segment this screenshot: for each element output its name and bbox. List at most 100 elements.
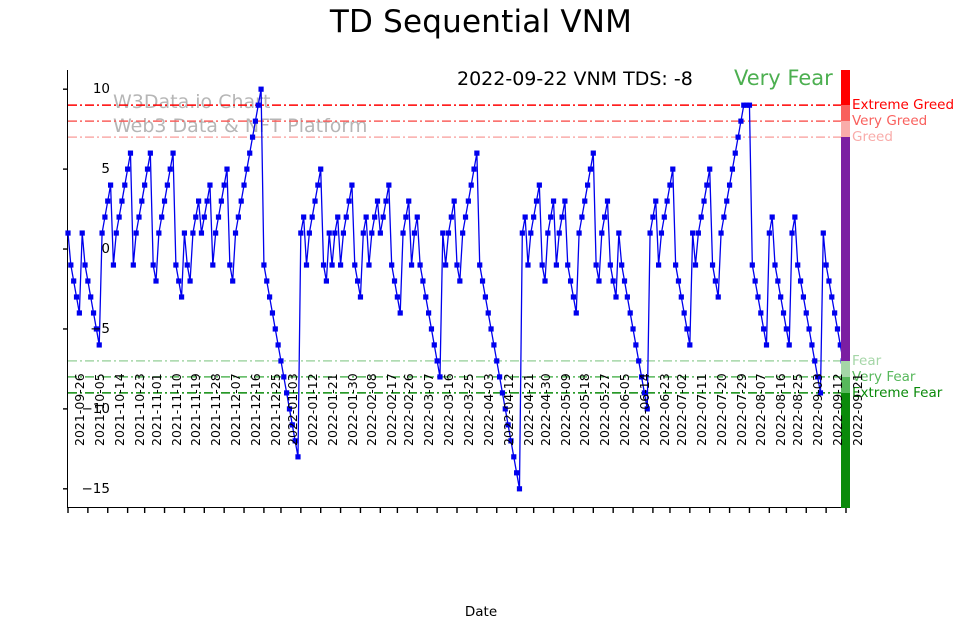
data-point: [477, 262, 483, 268]
data-point: [604, 198, 611, 204]
data-point: [374, 198, 381, 204]
data-point: [516, 486, 523, 492]
data-point: [681, 310, 687, 316]
data-point: [193, 214, 199, 220]
data-point: [383, 198, 389, 204]
data-point: [815, 374, 821, 380]
x-tick-label: 2022-04-12: [500, 373, 516, 446]
data-point: [403, 214, 409, 220]
y-tick-label: −5: [90, 320, 110, 337]
data-point: [88, 294, 94, 300]
data-point: [786, 342, 792, 348]
data-point: [621, 278, 628, 284]
data-point: [443, 262, 449, 268]
data-point: [255, 102, 261, 108]
data-point: [119, 198, 125, 204]
data-point: [585, 182, 591, 188]
data-point: [181, 230, 188, 236]
data-point: [397, 310, 403, 316]
data-point: [159, 214, 165, 220]
data-point: [778, 294, 784, 300]
data-point: [235, 214, 241, 220]
data-point: [252, 118, 258, 124]
data-point: [213, 230, 219, 236]
data-point: [372, 214, 378, 220]
data-point: [377, 230, 383, 236]
data-point: [511, 454, 517, 460]
data-point: [593, 262, 599, 268]
data-point: [775, 278, 781, 284]
data-point: [721, 214, 727, 220]
data-point: [303, 262, 310, 268]
data-point: [318, 166, 324, 172]
data-point: [533, 198, 540, 204]
data-point: [641, 390, 647, 396]
data-point: [817, 390, 824, 396]
data-point: [494, 358, 500, 364]
data-point: [352, 262, 358, 268]
data-point: [417, 262, 423, 268]
data-point: [261, 262, 267, 268]
data-point: [161, 198, 168, 204]
data-point: [224, 166, 230, 172]
y-tick-label: 10: [92, 81, 110, 98]
data-point: [207, 182, 213, 188]
data-point: [176, 278, 182, 284]
x-tick-label: 2021-12-25: [267, 373, 283, 446]
data-point: [272, 326, 278, 332]
x-tick-label: 2022-01-21: [324, 373, 340, 446]
x-tick-label: 2022-09-03: [810, 373, 826, 446]
data-point: [423, 294, 429, 300]
x-tick-label: 2022-05-09: [557, 373, 573, 446]
x-tick-label: 2022-04-30: [537, 373, 553, 446]
data-point: [792, 214, 798, 220]
data-point: [284, 390, 290, 396]
data-point: [630, 326, 636, 332]
data-point: [448, 214, 454, 220]
data-point: [79, 230, 85, 236]
x-tick-label: 2022-06-23: [656, 373, 672, 446]
data-point: [93, 326, 99, 332]
data-point: [766, 230, 772, 236]
data-point: [550, 198, 557, 204]
data-point: [295, 454, 301, 460]
data-point: [684, 326, 690, 332]
data-point: [113, 230, 119, 236]
data-point: [579, 214, 585, 220]
colorbar-segment: [841, 137, 850, 361]
data-point: [744, 102, 750, 108]
data-point: [82, 262, 88, 268]
colorbar-segment: [841, 376, 850, 393]
data-point: [332, 230, 338, 236]
x-tick-label: 2022-06-05: [617, 373, 633, 446]
data-point: [366, 262, 372, 268]
data-point: [227, 262, 233, 268]
data-point: [806, 326, 812, 332]
data-point: [457, 278, 463, 284]
zone-label: Fear: [852, 352, 882, 369]
data-point: [482, 294, 488, 300]
data-point: [553, 262, 559, 268]
x-tick-label: 2022-02-17: [384, 373, 400, 446]
y-tick-label: −15: [81, 480, 111, 497]
data-point: [309, 214, 315, 220]
data-point: [153, 278, 159, 284]
data-point: [187, 278, 193, 284]
data-point: [434, 358, 440, 364]
data-point: [726, 182, 733, 188]
x-tick-label: 2022-01-12: [304, 373, 320, 446]
data-point: [105, 198, 111, 204]
data-point: [258, 86, 264, 92]
data-point: [678, 294, 684, 300]
data-point: [809, 342, 815, 348]
data-point: [812, 358, 818, 364]
x-tick-label: 2022-02-08: [364, 373, 380, 446]
data-point: [548, 214, 554, 220]
data-point: [783, 326, 789, 332]
data-point: [337, 262, 344, 268]
x-tick-label: 2022-08-25: [790, 373, 806, 446]
data-point: [485, 310, 491, 316]
data-point: [278, 358, 284, 364]
zone-label: Very Fear: [852, 368, 916, 385]
data-point: [803, 310, 809, 316]
